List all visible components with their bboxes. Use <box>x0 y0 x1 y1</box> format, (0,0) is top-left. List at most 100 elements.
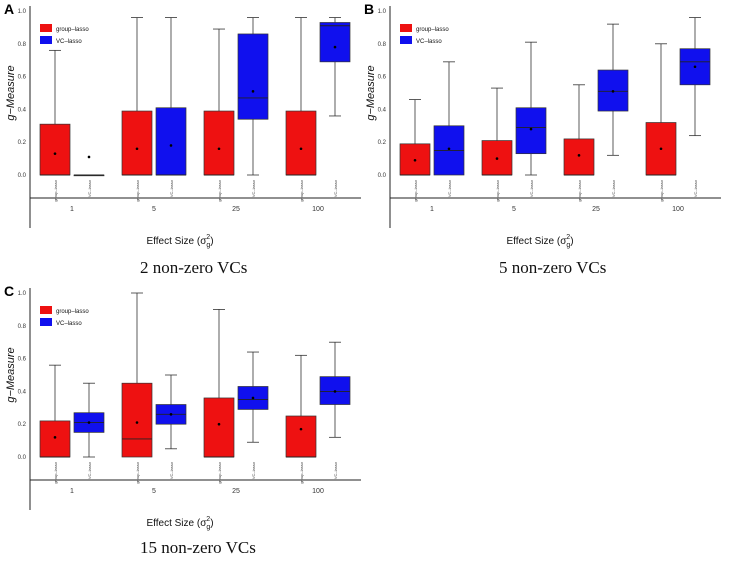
box-group-lasso-100: group–lasso <box>285 354 317 484</box>
y-tick-label: 0.2 <box>378 140 387 146</box>
box-group-lasso-1: group–lasso <box>399 99 431 202</box>
legend-label: VC–lasso <box>56 321 82 327</box>
box-tick-label: group–lasso <box>659 179 664 202</box>
x-tick-label: 25 <box>232 206 240 213</box>
legend-label: group–lasso <box>56 27 89 33</box>
legend-swatch <box>40 318 52 326</box>
x-tick-label: 5 <box>152 206 156 213</box>
x-label-sub: g <box>206 524 210 531</box>
y-tick-label: 0.4 <box>378 107 387 113</box>
x-label-sub: g <box>566 242 570 249</box>
y-tick-label: 0.0 <box>18 455 27 461</box>
x-axis-label: Effect Size (σg2) <box>506 234 573 249</box>
panel-label: B <box>364 1 374 17</box>
mean-point <box>659 147 663 151</box>
box-body <box>237 33 269 120</box>
box-body <box>121 382 153 458</box>
box-tick-label: VC–lasso <box>251 461 256 479</box>
mean-point <box>251 90 255 93</box>
box-tick-label: group–lasso <box>135 179 140 202</box>
legend-swatch <box>40 306 52 314</box>
x-label-main: Effect Size (σ <box>506 236 567 247</box>
y-tick-label: 0.8 <box>18 42 27 48</box>
box-vc-lasso-100: VC–lasso <box>679 17 711 197</box>
y-tick-label: 0.6 <box>18 357 27 363</box>
x-label-sup: 2 <box>206 234 210 241</box>
box-vc-lasso-1: VC–lasso <box>433 61 465 197</box>
x-tick-label: 5 <box>512 206 516 213</box>
x-tick-label: 25 <box>592 206 600 213</box>
box-vc-lasso-5: VC–lasso <box>515 41 547 197</box>
panel-b: B 0.0 0.2 0.4 0.6 0.8 1.0 g−Measure Effect Size … <box>364 1 721 249</box>
box-body <box>285 110 317 176</box>
box-tick-label: VC–lasso <box>169 179 174 197</box>
box-group-lasso-25: group–lasso <box>203 28 235 202</box>
panel-label: A <box>4 1 14 17</box>
box-vc-lasso-1: VC–lasso <box>73 382 105 479</box>
y-tick-label: 0.8 <box>18 324 27 330</box>
box-tick-label: VC–lasso <box>333 461 338 479</box>
mean-point <box>169 144 173 147</box>
box-body <box>515 107 547 155</box>
mean-point <box>447 147 451 151</box>
box-group-lasso-5: group–lasso <box>481 87 513 202</box>
box-tick-label: group–lasso <box>53 179 58 202</box>
mean-point <box>299 147 303 151</box>
mean-point <box>611 90 615 93</box>
box-tick-label: VC–lasso <box>333 179 338 197</box>
mean-point <box>217 147 221 151</box>
mean-point <box>135 421 139 424</box>
box-group-lasso-5: group–lasso <box>121 17 153 202</box>
box-group-lasso-25: group–lasso <box>203 308 235 484</box>
x-label-sup: 2 <box>566 234 570 241</box>
box-tick-label: VC–lasso <box>611 179 616 197</box>
panel-label: C <box>4 283 14 299</box>
y-axis-label: g−Measure <box>365 65 377 120</box>
box-vc-lasso-1: VC–lasso <box>73 155 105 197</box>
box-body <box>203 397 235 458</box>
box-tick-label: VC–lasso <box>447 179 452 197</box>
x-tick-label: 100 <box>312 488 324 495</box>
box-vc-lasso-25: VC–lasso <box>597 23 629 197</box>
legend-swatch <box>400 36 412 44</box>
box-tick-label: VC–lasso <box>169 461 174 479</box>
box-body <box>39 123 71 176</box>
box-body <box>645 122 677 176</box>
box-body <box>203 110 235 176</box>
mean-point <box>333 45 337 49</box>
box-tick-label: group–lasso <box>299 461 304 484</box>
x-tick-label: 1 <box>430 206 434 213</box>
box-body <box>319 22 351 63</box>
box-body <box>563 138 595 176</box>
box-tick-label: group–lasso <box>135 461 140 484</box>
legend-swatch <box>40 24 52 32</box>
x-axis-label: Effect Size (σg2) <box>146 234 213 249</box>
box-tick-label: group–lasso <box>217 179 222 202</box>
y-tick-label: 0.0 <box>378 173 387 179</box>
y-tick-label: 0.6 <box>378 75 387 81</box>
legend-label: VC–lasso <box>56 39 82 45</box>
x-label-main: Effect Size (σ <box>146 518 207 529</box>
panel-c: C 0.0 0.2 0.4 0.6 0.8 1.0 g−Measure Effect Size … <box>4 283 361 531</box>
mean-point <box>53 152 57 155</box>
mean-point <box>495 157 499 160</box>
box-tick-label: group–lasso <box>413 179 418 202</box>
box-tick-label: group–lasso <box>299 179 304 202</box>
box-tick-label: group–lasso <box>217 461 222 484</box>
y-tick-label: 0.6 <box>18 75 27 81</box>
x-tick-label: 5 <box>152 488 156 495</box>
box-tick-label: group–lasso <box>53 461 58 484</box>
y-tick-label: 1.0 <box>378 9 387 15</box>
box-tick-label: VC–lasso <box>87 179 92 197</box>
mean-point <box>251 396 255 400</box>
box-tick-label: VC–lasso <box>87 461 92 479</box>
caption-a: 2 non-zero VCs <box>140 258 248 277</box>
box-group-lasso-5: group–lasso <box>121 292 153 484</box>
box-vc-lasso-5: VC–lasso <box>155 17 187 197</box>
box-group-lasso-1: group–lasso <box>39 49 71 202</box>
mean-point <box>413 158 417 162</box>
x-label-sup: 2 <box>206 516 210 523</box>
y-tick-label: 0.4 <box>18 389 27 395</box>
y-tick-label: 0.2 <box>18 140 27 146</box>
